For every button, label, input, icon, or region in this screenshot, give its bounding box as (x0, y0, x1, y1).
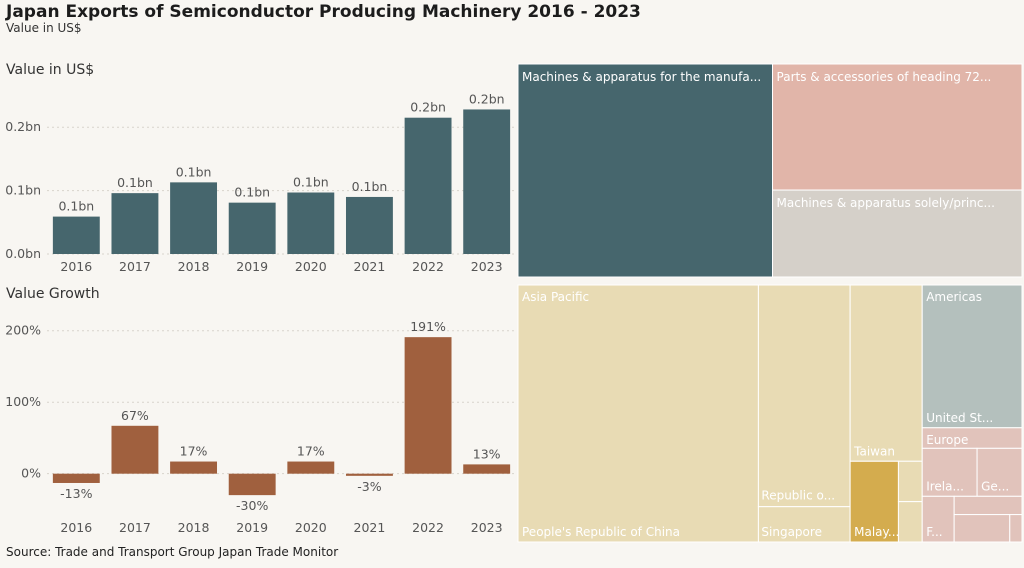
value-ytick-label: 0.0bn (5, 246, 41, 261)
treemap-product-label: Machines & apparatus solely/princ... (777, 196, 995, 210)
value-data-label: 0.1bn (352, 179, 388, 194)
value-xtick-label: 2017 (119, 259, 151, 274)
value-bar[interactable] (404, 117, 452, 254)
value-xtick-label: 2019 (236, 259, 268, 274)
treemap-product-machines-solely[interactable] (772, 189, 1023, 278)
growth-data-label: 17% (180, 444, 208, 459)
treemap-dest-small[interactable] (1009, 514, 1023, 543)
value-xtick-label: 2021 (354, 259, 386, 274)
treemap-dest-malaysia[interactable] (849, 460, 899, 543)
treemap-dest-singapore[interactable] (757, 506, 851, 543)
chart-subtitle: Value in US$ (6, 21, 82, 35)
growth-bar[interactable] (345, 473, 393, 476)
treemap-dest-france[interactable] (921, 495, 955, 543)
treemap-group-label: Asia Pacific (522, 290, 589, 304)
growth-bar[interactable] (287, 461, 335, 474)
growth-bar[interactable] (170, 461, 218, 474)
value-bar[interactable] (463, 109, 511, 254)
growth-ytick-label: 100% (5, 394, 41, 409)
treemap-group-label: Europe (926, 433, 968, 447)
value-data-label: 0.1bn (58, 199, 94, 214)
treemap-dest-germany[interactable] (976, 447, 1023, 497)
value-bar[interactable] (170, 182, 218, 254)
value-data-label: 0.1bn (117, 175, 153, 190)
value-data-label: 0.2bn (410, 100, 446, 115)
growth-data-label: -3% (357, 479, 381, 494)
growth-panel-label: Value Growth (6, 286, 100, 302)
value-xtick-label: 2020 (295, 259, 327, 274)
treemap-product-label: Parts & accessories of heading 72... (777, 70, 992, 84)
value-xtick-label: 2023 (471, 259, 503, 274)
treemap-dest-small[interactable] (897, 460, 923, 503)
value-data-label: 0.1bn (176, 164, 212, 179)
value-panel-label: Value in US$ (6, 62, 95, 78)
treemap-dest-china[interactable] (517, 284, 759, 543)
treemap-product-parts[interactable] (772, 63, 1023, 191)
value-bar[interactable] (111, 193, 159, 254)
treemap-dest-korea[interactable] (757, 284, 851, 508)
treemap-dest-ireland[interactable] (921, 447, 978, 497)
growth-bar[interactable] (228, 473, 276, 496)
treemap-dest-label: United St... (926, 411, 993, 425)
growth-xtick-label: 2016 (60, 520, 92, 535)
treemap-dest-small[interactable] (953, 514, 1011, 543)
growth-xtick-label: 2018 (178, 520, 210, 535)
value-ytick-label: 0.1bn (5, 183, 41, 198)
treemap-dest-taiwan[interactable] (849, 284, 923, 462)
treemap-product-label: Machines & apparatus for the manufa... (522, 70, 761, 84)
growth-bar[interactable] (52, 473, 100, 483)
value-xtick-label: 2018 (178, 259, 210, 274)
value-data-label: 0.2bn (469, 91, 505, 106)
growth-ytick-label: 200% (5, 323, 41, 338)
chart-title: Japan Exports of Semiconductor Producing… (6, 2, 641, 22)
value-data-label: 0.1bn (234, 185, 270, 200)
treemap-group-label: Americas (926, 290, 982, 304)
growth-bar[interactable] (463, 464, 511, 474)
treemap-dest-label: Ge... (981, 479, 1009, 493)
treemap-dest-small[interactable] (897, 501, 923, 543)
growth-data-label: -13% (60, 486, 92, 501)
treemap-dest-label: Taiwan (853, 444, 895, 458)
growth-data-label: 191% (410, 319, 446, 334)
treemap-dest-label: F... (926, 525, 942, 539)
treemap-dest-label: Malay... (854, 525, 899, 539)
growth-xtick-label: 2021 (354, 520, 386, 535)
value-bar[interactable] (345, 196, 393, 254)
growth-xtick-label: 2022 (412, 520, 444, 535)
value-bar[interactable] (52, 216, 100, 254)
value-ytick-label: 0.2bn (5, 119, 41, 134)
treemap-dest-label: Republic o... (761, 489, 835, 503)
value-xtick-label: 2022 (412, 259, 444, 274)
growth-data-label: -30% (236, 498, 268, 513)
value-data-label: 0.1bn (293, 175, 329, 190)
growth-data-label: 67% (121, 408, 149, 423)
treemap-dest-united-states[interactable] (921, 284, 1023, 429)
growth-xtick-label: 2019 (236, 520, 268, 535)
growth-ytick-label: 0% (21, 466, 41, 481)
value-bar[interactable] (287, 192, 335, 254)
growth-xtick-label: 2020 (295, 520, 327, 535)
growth-xtick-label: 2017 (119, 520, 151, 535)
growth-data-label: 13% (473, 446, 501, 461)
growth-bar[interactable] (111, 425, 159, 474)
treemap-dest-label: Irela... (926, 479, 964, 493)
growth-xtick-label: 2023 (471, 520, 503, 535)
source-note: Source: Trade and Transport Group Japan … (6, 545, 339, 559)
treemap-dest-small[interactable] (953, 495, 1023, 516)
treemap-dest-label: Singapore (761, 525, 822, 539)
treemap-dest-label: People's Republic of China (522, 525, 680, 539)
value-bar[interactable] (228, 202, 276, 254)
growth-bar[interactable] (404, 337, 452, 474)
value-xtick-label: 2016 (60, 259, 92, 274)
growth-data-label: 17% (297, 444, 325, 459)
treemap-product-machines-manufacture[interactable] (517, 63, 774, 278)
